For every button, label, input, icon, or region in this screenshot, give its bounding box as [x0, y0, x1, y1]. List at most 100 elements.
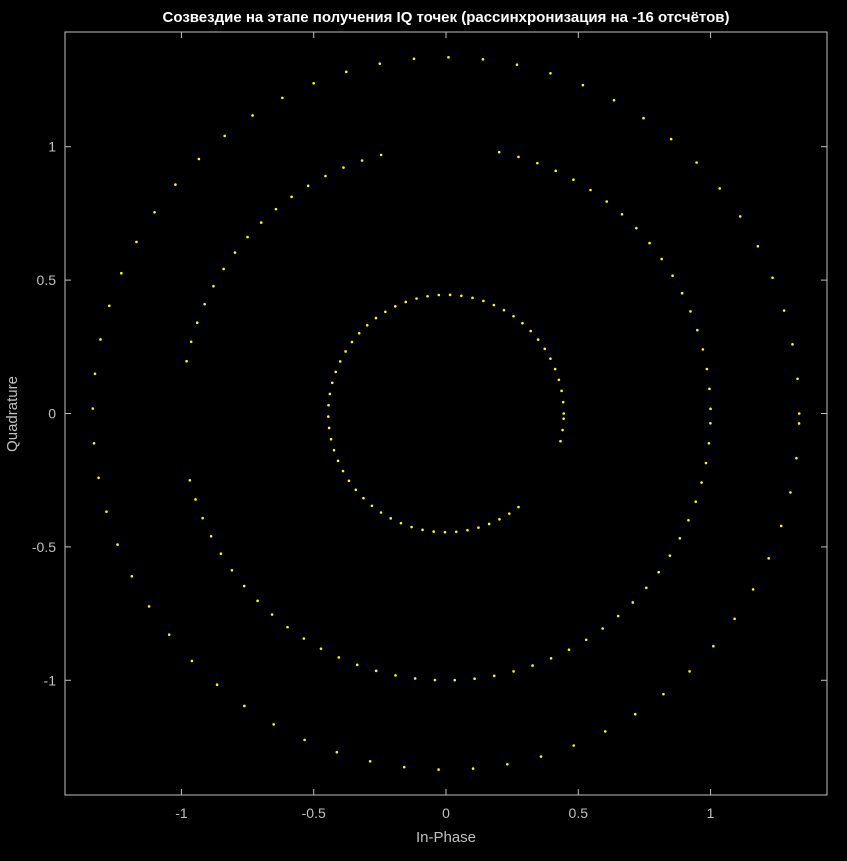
iq-point	[704, 461, 708, 465]
iq-point	[512, 314, 515, 318]
iq-point	[327, 403, 330, 407]
iq-point	[215, 683, 219, 687]
iq-point	[536, 161, 539, 165]
iq-point	[560, 389, 563, 393]
iq-point	[517, 505, 520, 509]
iq-point	[120, 271, 123, 275]
iq-point	[337, 656, 341, 659]
iq-point	[360, 159, 364, 162]
x-tick-label: -1	[175, 805, 188, 821]
iq-point	[797, 422, 801, 425]
iq-point	[562, 412, 566, 415]
iq-point	[779, 524, 783, 528]
iq-point	[415, 297, 418, 300]
iq-point	[335, 750, 339, 754]
iq-point	[708, 387, 711, 391]
scatter-points	[91, 56, 801, 771]
iq-point	[561, 400, 565, 404]
iq-point	[751, 588, 755, 591]
iq-point	[584, 638, 588, 642]
y-axis-label: Quadrature	[4, 376, 21, 452]
iq-point	[559, 439, 562, 443]
iq-point	[782, 309, 786, 312]
iq-point	[605, 200, 608, 203]
iq-point	[497, 150, 501, 154]
iq-point	[402, 765, 406, 769]
iq-point	[270, 613, 274, 616]
iq-point	[712, 644, 715, 648]
iq-point	[394, 305, 397, 308]
iq-point	[644, 586, 648, 590]
iq-point	[549, 71, 552, 75]
iq-point	[581, 83, 585, 87]
iq-point	[342, 166, 345, 169]
iq-point	[338, 360, 342, 363]
iq-point	[529, 329, 532, 333]
iq-point	[443, 530, 447, 534]
iq-point	[354, 488, 358, 492]
iq-point	[378, 62, 382, 65]
iq-point	[562, 417, 565, 420]
iq-point	[374, 669, 378, 673]
iq-point	[797, 412, 801, 415]
iq-point	[99, 338, 102, 341]
iq-point	[448, 293, 452, 297]
iq-point	[572, 744, 576, 747]
x-tick-label: 0	[442, 805, 450, 821]
iq-point	[660, 257, 663, 261]
iq-point	[437, 768, 440, 771]
iq-point	[97, 476, 100, 480]
chart-title: Созвездие на этапе получения IQ точек (р…	[163, 9, 730, 26]
iq-point	[671, 274, 674, 278]
iq-point	[506, 762, 509, 766]
iq-point	[612, 98, 616, 102]
iq-point	[561, 428, 564, 432]
y-tick-label: 0	[48, 406, 56, 422]
iq-point	[453, 678, 457, 682]
iq-point	[344, 70, 348, 74]
iq-point	[447, 56, 450, 59]
iq-point	[696, 328, 699, 332]
iq-point	[733, 617, 736, 621]
iq-point	[471, 767, 475, 770]
iq-point	[105, 510, 108, 513]
iq-point	[688, 670, 691, 673]
iq-point	[471, 296, 474, 300]
iq-point	[347, 479, 351, 483]
iq-point	[233, 251, 237, 254]
axis-ticks: -1 -0.5 0 0.5 1 -1 -0.5 0 0.5 1	[32, 32, 827, 821]
iq-point	[678, 537, 682, 540]
iq-point	[328, 392, 332, 396]
iq-point	[549, 357, 552, 360]
iq-point	[256, 599, 259, 603]
iq-point	[635, 226, 638, 230]
iq-point	[709, 421, 712, 425]
iq-point	[195, 321, 199, 324]
iq-point	[487, 522, 491, 526]
iq-point	[374, 316, 378, 320]
y-tick-label: 0.5	[37, 272, 57, 288]
iq-point	[230, 569, 234, 572]
iq-point	[185, 359, 188, 363]
iq-point	[707, 441, 711, 445]
iq-point	[432, 530, 435, 533]
iq-point	[521, 321, 524, 325]
iq-point	[194, 498, 197, 501]
iq-point	[767, 557, 770, 560]
iq-point	[426, 294, 429, 298]
iq-point	[189, 340, 193, 344]
iq-point	[197, 157, 201, 161]
iq-point	[324, 174, 327, 178]
iq-point	[517, 155, 520, 159]
iq-point	[498, 517, 501, 521]
iq-point	[481, 58, 485, 61]
y-tick-label: -1	[44, 672, 57, 688]
iq-point	[648, 241, 651, 245]
iq-point	[365, 323, 369, 327]
iq-point	[701, 348, 705, 351]
iq-point	[433, 678, 437, 682]
iq-point	[700, 481, 703, 484]
iq-point	[306, 184, 310, 188]
iq-point	[302, 637, 306, 640]
